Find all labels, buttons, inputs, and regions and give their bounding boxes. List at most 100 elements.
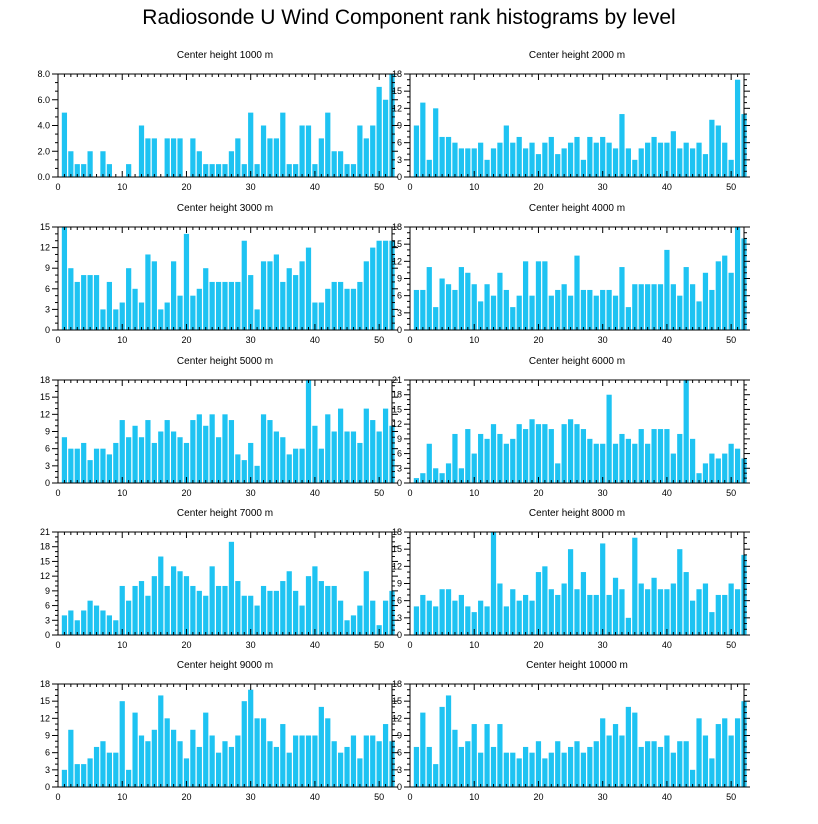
histogram-bar: [273, 590, 279, 635]
histogram-bar: [683, 741, 689, 787]
histogram-bar: [465, 148, 471, 177]
histogram-bar: [267, 420, 273, 483]
histogram-bar: [363, 735, 369, 787]
histogram-bar: [677, 741, 683, 787]
x-tick-label: 0: [55, 488, 60, 498]
histogram-bar: [606, 289, 612, 330]
histogram-bar: [312, 164, 318, 178]
y-tick-label: 0: [397, 172, 402, 182]
histogram-bar: [171, 566, 177, 635]
histogram-bar: [350, 164, 357, 178]
histogram-bar: [420, 102, 426, 177]
histogram-panel: Center height 3000 m 0 10 20 30 40 50 0 3 6 9 12 15: [40, 203, 398, 345]
histogram-bar: [529, 295, 535, 330]
histogram-bar: [548, 136, 554, 177]
x-tick-label: 30: [246, 182, 256, 192]
histogram-bar: [357, 125, 363, 177]
histogram-bar: [722, 453, 728, 483]
histogram-bar: [709, 289, 715, 330]
panel-title: Center height 7000 m: [177, 508, 273, 519]
histogram-bar: [529, 419, 535, 483]
y-tick-label: 12: [392, 713, 402, 723]
histogram-bar: [413, 289, 420, 330]
histogram-bar: [138, 437, 145, 483]
histogram-bar: [439, 136, 445, 177]
histogram-bar: [612, 443, 619, 483]
histogram-bar: [670, 583, 676, 635]
y-tick-label: 9: [45, 731, 50, 741]
histogram-bar: [677, 295, 683, 330]
histogram-bar: [145, 595, 151, 635]
histogram-bar: [555, 594, 561, 635]
histogram-bar: [106, 615, 112, 635]
histogram-bar: [574, 741, 580, 787]
histogram-bar: [625, 438, 631, 483]
histogram-bar: [580, 429, 587, 483]
y-tick-label: 15: [392, 544, 402, 554]
y-tick-label: 6: [397, 291, 402, 301]
histogram-bar: [350, 735, 357, 787]
histogram-bar: [74, 764, 80, 787]
histogram-bar: [567, 142, 574, 177]
histogram-panel: Center height 2000 m 0 10 20 30 40 50 0 3 6 9 12 15 1…: [392, 50, 750, 192]
x-tick-label: 30: [598, 182, 608, 192]
histogram-bar: [228, 281, 235, 330]
y-tick-label: 18: [40, 679, 50, 689]
y-tick-label: 21: [392, 375, 402, 385]
histogram-bar: [433, 764, 439, 787]
histogram-bar: [215, 585, 222, 635]
histogram-bar: [93, 448, 100, 483]
histogram-bar: [100, 151, 106, 177]
histogram-bar: [190, 295, 196, 330]
histogram-bar: [715, 458, 721, 483]
histogram-bar: [190, 585, 196, 635]
histogram-bar: [119, 585, 125, 635]
histogram-bar: [535, 154, 542, 177]
histogram-bar: [325, 112, 331, 178]
histogram-bar: [580, 572, 587, 635]
x-tick-label: 20: [533, 792, 543, 802]
x-tick-label: 10: [469, 182, 479, 192]
histogram-bar: [433, 307, 439, 330]
histogram-bar: [664, 429, 670, 483]
histogram-bar: [305, 576, 312, 635]
histogram-bar: [196, 746, 202, 787]
histogram-bar: [478, 600, 484, 635]
histogram-bar: [612, 577, 619, 635]
histogram-bar: [235, 281, 241, 330]
histogram-bar: [254, 718, 260, 787]
histogram-bar: [497, 272, 503, 330]
histogram-bar: [561, 148, 567, 177]
histogram-bar: [228, 151, 235, 177]
x-tick-label: 40: [310, 792, 320, 802]
histogram-bar: [535, 741, 542, 787]
histogram-bar: [228, 746, 235, 787]
histogram-bar: [645, 284, 651, 330]
histogram-bar: [690, 769, 696, 787]
histogram-bar: [357, 281, 363, 330]
histogram-bar: [600, 543, 606, 635]
histogram-bar: [222, 414, 228, 483]
histogram-bar: [561, 583, 567, 635]
y-tick-label: 3: [397, 765, 402, 775]
histogram-bar: [158, 695, 164, 787]
histogram-bar: [555, 741, 561, 787]
y-tick-label: 15: [40, 222, 50, 232]
histogram-bar: [593, 594, 599, 635]
histogram-bar: [503, 443, 509, 483]
histogram-bar: [478, 142, 484, 177]
histogram-bar: [87, 151, 93, 177]
histogram-bar: [497, 142, 503, 177]
histogram-bar: [516, 424, 522, 483]
histogram-bar: [619, 267, 625, 330]
histogram-bar: [458, 267, 464, 330]
x-tick-label: 20: [181, 335, 191, 345]
histogram-bar: [215, 437, 222, 483]
histogram-bar: [490, 746, 497, 787]
histogram-bar: [273, 746, 279, 787]
x-tick-label: 40: [310, 335, 320, 345]
histogram-bar: [523, 429, 529, 483]
x-tick-label: 20: [533, 640, 543, 650]
histogram-bar: [677, 549, 683, 635]
y-tick-label: 12: [40, 409, 50, 419]
